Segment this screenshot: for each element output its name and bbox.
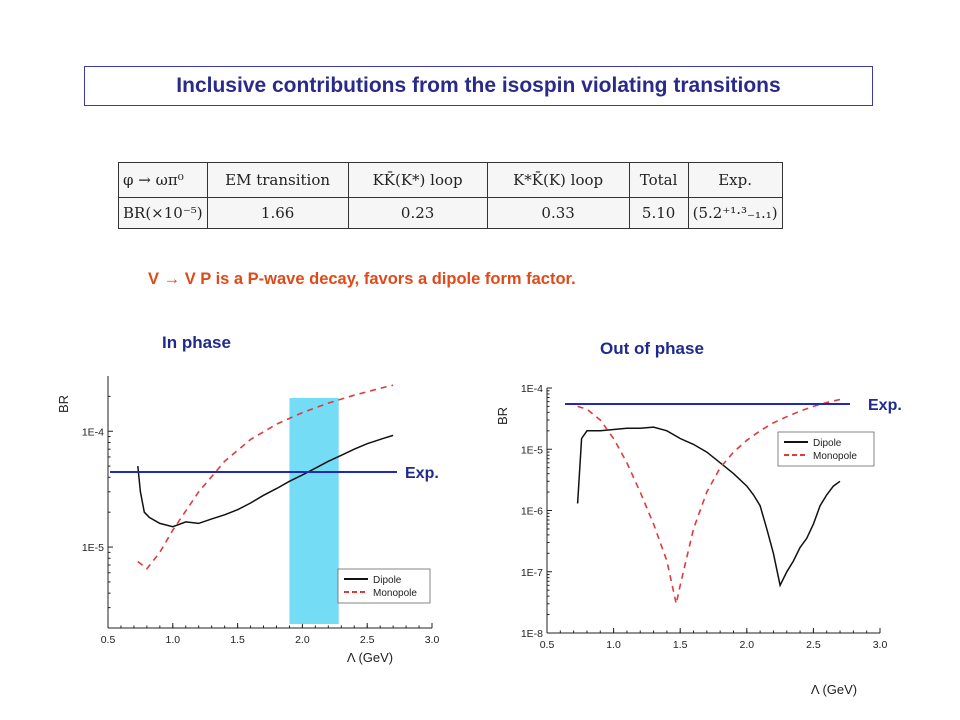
y-tick-label: 1E-7 (521, 567, 543, 579)
chart-panel-0: 0.5 1.0 1.5 2.0 2.5 3.0 1E-4 1E-5 BR Λ (GeV) Exp. D… (56, 376, 439, 665)
y-tick-label: 1E-5 (82, 542, 104, 554)
y-axis-label: BR (56, 395, 71, 413)
exp-label: Exp. (868, 397, 902, 414)
x-tick-label: 2.0 (295, 634, 310, 646)
x-tick-label: 2.5 (806, 639, 821, 651)
table-cell: 5.10 (628, 197, 689, 229)
series-dipole-line (576, 426, 841, 588)
exp-label: Exp. (405, 465, 439, 482)
chart-panel-1: 0.5 1.0 1.5 2.0 2.5 3.0 1E-4 1E-5 1E-6 1E-7 1E-8 BR… (495, 383, 902, 697)
x-tick-label: 3.0 (425, 634, 440, 646)
highlight-band (289, 398, 339, 624)
y-axis-label: BR (495, 407, 510, 425)
legend-label: Dipole (373, 575, 402, 586)
legend-label: Monopole (373, 588, 417, 599)
x-tick-label: 1.0 (165, 634, 180, 646)
table-header-cell: Exp. (687, 162, 783, 198)
x-tick-label: 3.0 (873, 639, 888, 651)
table-cell: (5.2⁺¹·³₋₁.₁) (687, 197, 783, 229)
x-tick-label: 0.5 (101, 634, 116, 646)
page-title: Inclusive contributions from the isospin… (176, 74, 781, 97)
table-header-cell: Total (628, 162, 689, 198)
x-tick-label: 1.5 (673, 639, 688, 651)
x-axis-label: Λ (GeV) (347, 650, 393, 665)
table-cell: BR(×10⁻⁵) (118, 197, 208, 229)
table-row: BR(×10⁻⁵) 1.66 0.23 0.33 5.10 (5.2⁺¹·³₋₁… (118, 197, 783, 229)
legend-box (777, 431, 875, 467)
x-axis-label: Λ (GeV) (811, 682, 857, 697)
panel-label-out-of-phase: Out of phase (600, 339, 704, 358)
y-tick-label: 1E-4 (82, 426, 104, 438)
results-table: φ → ωπ⁰ EM transition KK̄(K*) loop K*K̄(… (118, 162, 783, 229)
table-header-row: φ → ωπ⁰ EM transition KK̄(K*) loop K*K̄(… (118, 162, 783, 198)
series-dipole-line (137, 434, 394, 528)
p-wave-note: V → V P is a P-wave decay, favors a dipo… (148, 270, 576, 289)
x-tick-label: 2.5 (360, 634, 375, 646)
y-tick-label: 1E-6 (521, 506, 543, 518)
y-tick-label: 1E-4 (521, 383, 543, 395)
table-header-cell: KK̄(K*) loop (347, 162, 488, 198)
table-cell: 0.33 (486, 197, 630, 229)
legend-label: Monopole (813, 451, 857, 462)
table-cell: 1.66 (206, 197, 349, 229)
table-header-cell: φ → ωπ⁰ (118, 162, 208, 198)
series-monopole-line (577, 398, 841, 604)
series-monopole-line (137, 384, 394, 570)
title-box: Inclusive contributions from the isospin… (84, 66, 873, 106)
note-text: V P is a P-wave decay, favors a dipole f… (184, 270, 576, 288)
x-tick-label: 1.0 (606, 639, 621, 651)
x-tick-label: 0.5 (540, 639, 555, 651)
legend-label: Dipole (813, 438, 842, 449)
y-tick-label: 1E-8 (521, 628, 543, 640)
arrow-icon: → (163, 270, 185, 288)
x-tick-label: 1.5 (230, 634, 245, 646)
y-tick-label: 1E-5 (521, 444, 543, 456)
note-text: V (148, 270, 164, 288)
legend-box (337, 568, 431, 604)
panel-label-in-phase: In phase (162, 333, 231, 352)
x-tick-label: 2.0 (739, 639, 754, 651)
table-cell: 0.23 (347, 197, 488, 229)
